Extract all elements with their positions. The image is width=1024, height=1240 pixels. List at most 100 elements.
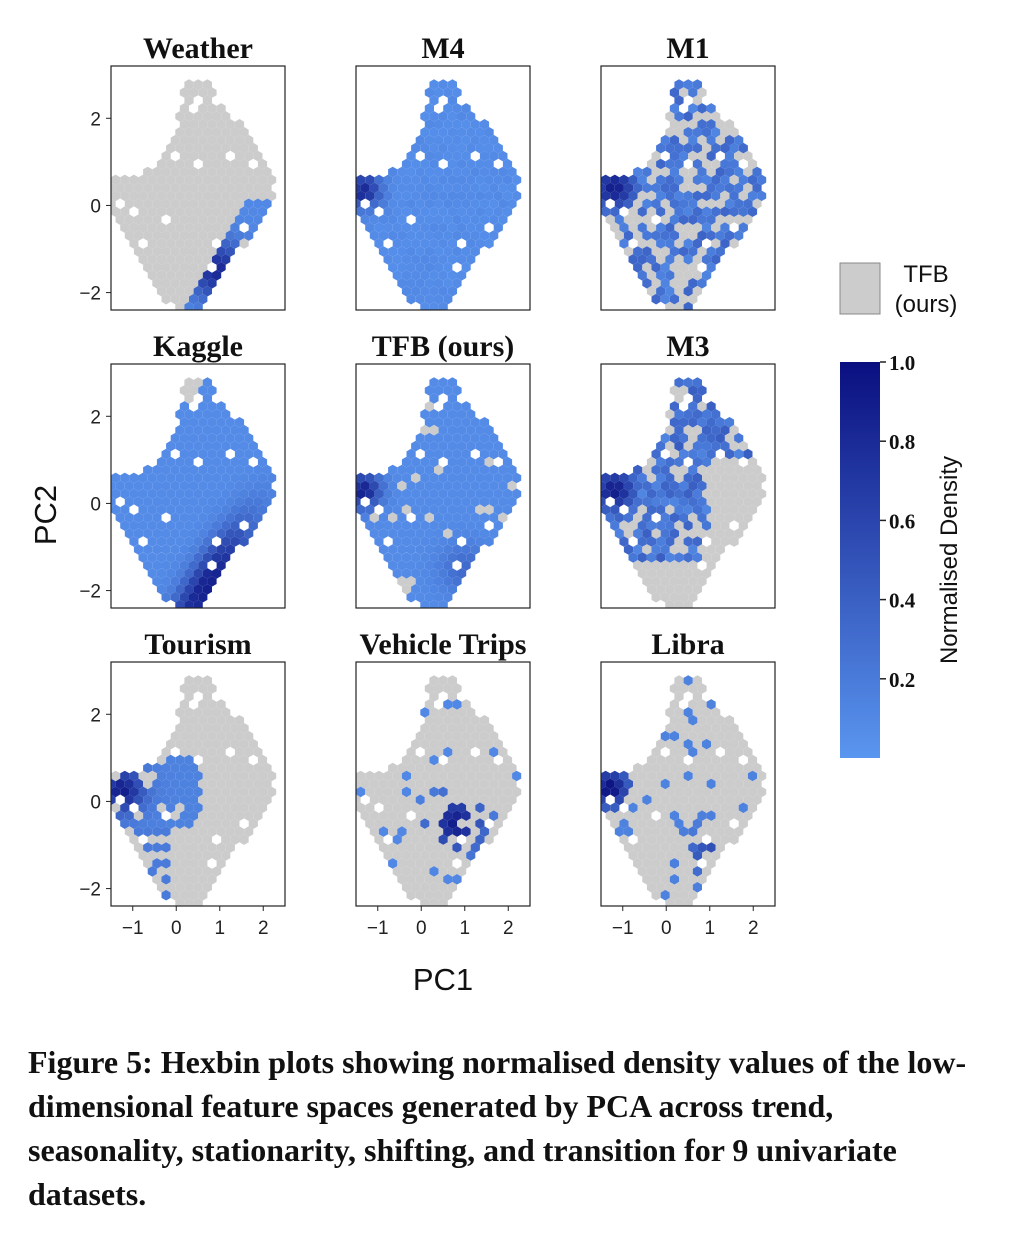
hexbin-cell-density bbox=[392, 206, 402, 217]
hexbin-cell-background bbox=[633, 512, 643, 523]
hexbin-cell-density bbox=[202, 488, 212, 500]
hexbin-cell-density bbox=[189, 591, 199, 603]
hexbin-cell-density bbox=[443, 262, 453, 273]
hexbin-cell-density bbox=[452, 448, 462, 460]
hexbin-cell-background bbox=[420, 866, 430, 877]
hexbin-cell-density bbox=[415, 262, 425, 273]
hexbin-cell-density bbox=[378, 198, 389, 210]
hexbin-cell-density bbox=[443, 496, 453, 508]
hexbin-cell-background bbox=[470, 730, 480, 742]
hexbin-cell-background bbox=[189, 889, 199, 901]
hexbin-cell-density bbox=[720, 440, 730, 452]
hexbin-cell-density bbox=[193, 488, 203, 500]
hexbin-cell-background bbox=[679, 794, 689, 806]
hexbin-cell-background bbox=[457, 754, 467, 766]
hexbin-cell-background bbox=[457, 850, 467, 861]
hexbin-cell-density bbox=[120, 488, 130, 500]
hexbin-cell-density bbox=[669, 182, 679, 194]
hexbin-cell-background bbox=[729, 440, 739, 452]
hexbin-cell-density bbox=[124, 794, 134, 806]
hexbin-cell-background bbox=[669, 278, 679, 289]
colorbar: 0.20.40.60.81.0 Normalised Density bbox=[840, 351, 963, 758]
hexbin-cell-background bbox=[646, 786, 657, 798]
hexbin-cell-background bbox=[484, 770, 494, 782]
hexbin-cell-background bbox=[633, 842, 643, 853]
hexbin-cell-background bbox=[452, 683, 462, 694]
hexbin-cell-background bbox=[429, 834, 439, 845]
hexbin-cell-background bbox=[429, 707, 439, 718]
hexbin-cell-background bbox=[429, 424, 439, 436]
hexbin-cell-density bbox=[406, 166, 416, 178]
hexbin-cell-background bbox=[642, 262, 652, 273]
hexbin-cell-density bbox=[234, 528, 245, 539]
hexbin-cell-density bbox=[356, 488, 366, 500]
hexbin-cell-density bbox=[461, 560, 471, 571]
hexbin-cell-density bbox=[175, 599, 185, 608]
hexbin-cell-density bbox=[697, 214, 707, 225]
hexbin-cell-background bbox=[734, 512, 744, 523]
hexbin-cell-density bbox=[447, 488, 457, 500]
hexbin-cell-density bbox=[415, 544, 425, 555]
hexbin-cell-density bbox=[424, 103, 434, 114]
hexbin-cell-density bbox=[138, 488, 148, 500]
hexbin-cell-background bbox=[637, 850, 647, 861]
hexbin-cell-density bbox=[702, 270, 712, 281]
hexbin-cell-background bbox=[692, 675, 702, 686]
hexbin-cell-density bbox=[443, 826, 453, 837]
hexbin-cell-density bbox=[679, 150, 689, 162]
hexbin-cell-density bbox=[170, 778, 180, 790]
hexbin-cell-density bbox=[489, 230, 499, 241]
hexbin-cell-density bbox=[189, 512, 199, 523]
hexbin-cell-density bbox=[493, 472, 503, 484]
hexbin-cell-density bbox=[466, 142, 476, 154]
hexbin-cell-density bbox=[484, 158, 494, 170]
hexbin-cell-background bbox=[642, 464, 652, 476]
hexbin-cell-density bbox=[665, 142, 675, 154]
hexbin-cell-density bbox=[184, 472, 194, 484]
hexbin-cell-background bbox=[688, 889, 698, 901]
hexbin-cell-density bbox=[230, 520, 240, 531]
hexbin-cell-background bbox=[202, 754, 212, 766]
hexbin-cell-background bbox=[720, 786, 730, 798]
hexbin-cell-density bbox=[216, 262, 226, 273]
hexbin-cell-density bbox=[202, 536, 212, 547]
hexbin-cell-density bbox=[230, 536, 240, 547]
hexbin-cell-density bbox=[411, 552, 421, 563]
hexbin-cell-density bbox=[452, 87, 462, 98]
hexbin-cells bbox=[356, 79, 522, 310]
hexbin-cell-density bbox=[415, 512, 425, 523]
hexbin-cell-background bbox=[642, 560, 652, 571]
hexbin-cell-density bbox=[124, 778, 134, 790]
hexbin-cell-background bbox=[369, 794, 379, 806]
hexbin-cell-background bbox=[369, 826, 379, 837]
hexbin-cell-background bbox=[365, 786, 375, 798]
hexbin-cell-density bbox=[452, 134, 462, 146]
hexbin-cell-density bbox=[212, 552, 222, 563]
hexbin-cell-background bbox=[479, 746, 490, 758]
hexbin-cell-density bbox=[438, 285, 448, 297]
hexbin-cell-background bbox=[184, 897, 194, 906]
hexbin-cell-density bbox=[466, 254, 476, 265]
hexbin-cell-density bbox=[738, 802, 748, 814]
hexbin-cell-background bbox=[198, 842, 208, 853]
hexbin-cell-background bbox=[669, 826, 679, 837]
hexbin-cell-density bbox=[221, 488, 231, 500]
hexbin-cell-density bbox=[688, 746, 698, 758]
hexbin-cell-density bbox=[493, 440, 503, 452]
hexbin-cell-density bbox=[248, 440, 258, 452]
hexbin-cell-density bbox=[674, 424, 684, 436]
hexbin-cell-density bbox=[212, 520, 222, 531]
hexbin-cell-background bbox=[724, 432, 735, 444]
hexbin-cell-density bbox=[253, 496, 263, 508]
hexbin-cells bbox=[111, 377, 277, 608]
hexbin-cell-density bbox=[601, 480, 606, 492]
hexbin-cell-density bbox=[221, 552, 231, 563]
hexbin-cell-density bbox=[147, 552, 157, 563]
hexbin-cell-density bbox=[424, 198, 434, 210]
hexbin-cell-density bbox=[489, 214, 499, 225]
colorbar-tick-label: 0.4 bbox=[889, 589, 916, 613]
colorbar-gradient bbox=[840, 362, 880, 758]
hexbin-cell-density bbox=[175, 456, 185, 468]
hexbin-cell-background bbox=[175, 834, 185, 845]
hexbin-cell-density bbox=[374, 238, 384, 249]
